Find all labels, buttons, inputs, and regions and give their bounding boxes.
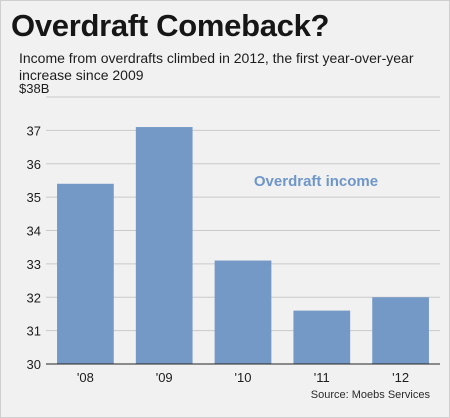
y-axis-ticks: 30 31 32 33 34 35 36 37 $38B [19,81,49,372]
x-axis-ticks: '08 '09 '10 '11 '12 [77,370,409,385]
source-note: Source: Moebs Services [311,389,431,401]
y-tick-label: 36 [27,157,41,172]
chart-subtitle: Income from overdrafts climbed in 2012, … [19,50,414,83]
y-tick-label: 34 [27,224,41,239]
series-label: Overdraft income [254,173,378,190]
x-tick-label: '09 [156,370,173,385]
bar-10 [214,260,272,364]
y-tick-label: 33 [27,257,41,272]
y-tick-label: 35 [27,190,41,205]
bar-12 [372,297,429,364]
chart-title: Overdraft Comeback? [11,8,330,43]
x-tick-label: '12 [392,370,409,385]
x-tick-label: '10 [235,370,252,385]
x-tick-label: '08 [77,370,94,385]
x-tick-label: '11 [314,370,330,385]
bars [57,127,429,364]
bar-08 [57,183,114,364]
y-tick-label: $38B [19,81,49,96]
y-tick-label: 30 [27,357,41,372]
y-tick-label: 31 [27,324,41,339]
bar-09 [135,127,193,364]
bar-11 [293,310,351,364]
y-tick-label: 37 [27,123,41,138]
y-tick-label: 32 [27,290,41,305]
